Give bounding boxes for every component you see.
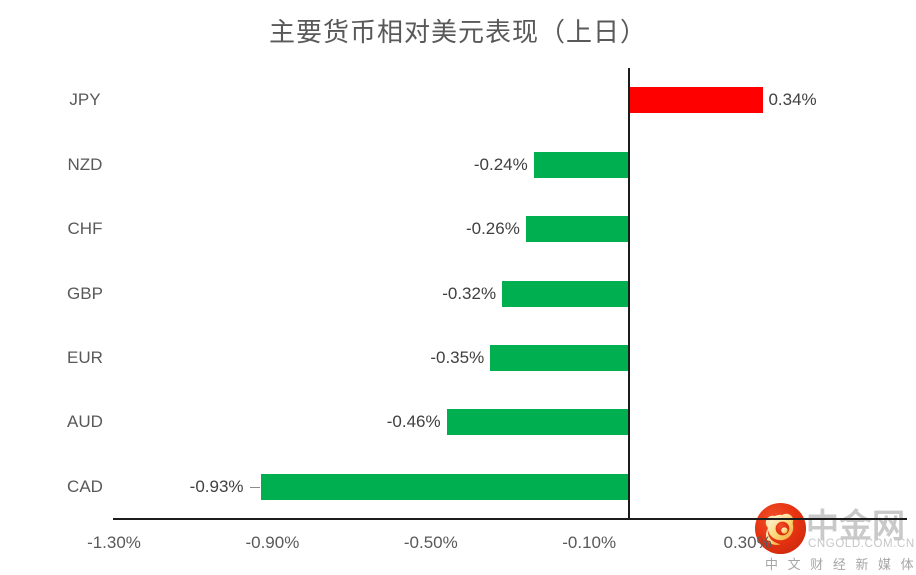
category-label-chf: CHF: [67, 219, 103, 239]
bar-cad: [260, 473, 629, 500]
value-label-jpy: 0.34%: [768, 90, 817, 110]
label-leader-line: [249, 486, 260, 488]
category-label-aud: AUD: [67, 412, 103, 432]
category-axis-line: [113, 518, 907, 520]
value-label-aud: -0.46%: [386, 412, 441, 432]
category-label-jpy: JPY: [69, 90, 101, 110]
chart-title: 主要货币相对美元表现（上日）: [268, 17, 647, 47]
x-axis-tick-label: -1.30%: [87, 533, 141, 552]
x-axis-tick-label: 0.30%: [723, 533, 772, 552]
category-label-cad: CAD: [67, 476, 103, 496]
bar-gbp: [502, 280, 629, 307]
value-axis-line: [627, 68, 630, 519]
value-label-chf: -0.26%: [465, 219, 520, 239]
value-label-cad: -0.93%: [189, 476, 244, 496]
value-label-gbp: -0.32%: [442, 283, 497, 303]
bar-jpy: [628, 87, 764, 114]
watermark-tagline: 中 文 财 经 新 媒 体: [765, 557, 916, 572]
category-label-nzd: NZD: [67, 154, 103, 174]
watermark-brand: 中金网: [806, 507, 905, 544]
bar-eur: [490, 344, 629, 371]
bar-aud: [446, 409, 629, 436]
watermark-domain: CNGOLD.COM.CN: [808, 538, 915, 550]
value-label-eur: -0.35%: [430, 347, 485, 367]
watermark: 中金网 CNGOLD.COM.CN 中 文 财 经 新 媒 体: [754, 496, 916, 575]
value-label-nzd: -0.24%: [473, 154, 528, 174]
x-axis-tick-label: -0.50%: [403, 533, 458, 552]
bar-chf: [525, 216, 629, 243]
x-axis-tick-label: -0.10%: [562, 533, 617, 552]
category-label-eur: EUR: [67, 347, 103, 367]
category-label-gbp: GBP: [67, 283, 103, 303]
bar-nzd: [533, 151, 629, 178]
x-axis-tick-label: -0.90%: [245, 533, 300, 552]
